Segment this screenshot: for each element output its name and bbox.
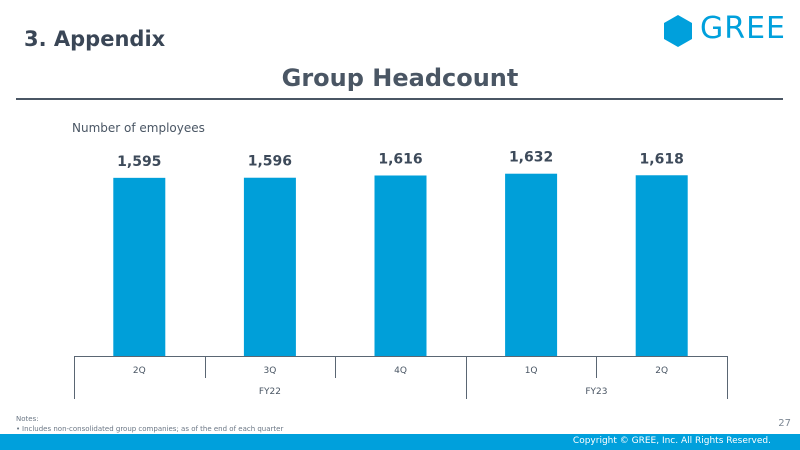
notes: Notes: • Includes non-consolidated group … <box>16 414 283 434</box>
group-label: FY23 <box>585 387 607 397</box>
footer-bar: Copyright © GREE, Inc. All Rights Reserv… <box>0 434 800 450</box>
notes-item: • Includes non-consolidated group compani… <box>16 424 283 434</box>
notes-heading: Notes: <box>16 415 39 423</box>
page-number: 27 <box>778 418 791 429</box>
data-label: 1,618 <box>640 151 684 167</box>
bar <box>374 175 427 356</box>
data-label: 1,616 <box>378 151 422 167</box>
data-label: 1,595 <box>117 154 161 170</box>
data-label: 1,632 <box>509 150 553 166</box>
gree-logo: GREE <box>661 11 785 47</box>
x-tick-label: 2Q <box>655 366 668 376</box>
x-tick-label: 2Q <box>133 366 146 376</box>
heading-divider <box>16 98 783 100</box>
notes-item-text: Includes non-consolidated group companie… <box>22 425 284 433</box>
data-label: 1,596 <box>248 154 292 170</box>
y-axis-caption: Number of employees <box>72 121 205 135</box>
bar <box>505 173 558 356</box>
hexagon-icon <box>664 15 692 47</box>
bar <box>635 175 688 356</box>
section-title: 3. Appendix <box>24 27 166 51</box>
group-label: FY22 <box>259 387 281 397</box>
bar <box>113 177 166 356</box>
copyright-text: Copyright © GREE, Inc. All Rights Reserv… <box>572 436 771 446</box>
x-tick-label: 3Q <box>263 366 276 376</box>
x-tick-label: 4Q <box>394 366 407 376</box>
headcount-chart: 1,595 2Q 1,596 3Q 1,616 4Q 1,632 1Q 1,618 2Q FY22 F… <box>74 150 728 399</box>
page-heading: Group Headcount <box>281 64 519 92</box>
bullet-icon: • <box>16 425 21 433</box>
bar <box>243 177 296 356</box>
logo-text: GREE <box>700 11 787 46</box>
x-tick-label: 1Q <box>525 366 538 376</box>
